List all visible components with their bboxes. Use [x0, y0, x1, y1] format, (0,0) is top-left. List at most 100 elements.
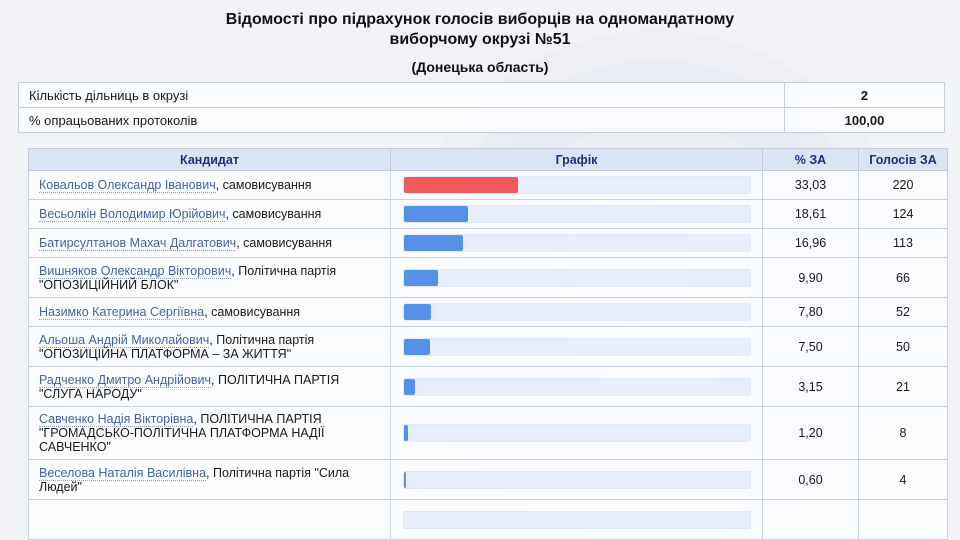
- table-row: Веселова Наталія Василівна, Політична па…: [28, 459, 948, 500]
- percent-value: 16,96: [762, 228, 859, 258]
- table-row-partial: [28, 499, 948, 540]
- summary-label: Кількість дільниць в окрузі: [18, 82, 785, 108]
- percent-value: 9,90: [762, 257, 859, 298]
- page-subtitle: (Донецька область): [411, 59, 549, 75]
- vote-bar-track: [403, 176, 751, 194]
- table-row: Радченко Дмитро Андрійович, ПОЛІТИЧНА ПА…: [28, 366, 948, 407]
- candidate-affiliation: , Політична партія "ОПОЗИЦІЙНА ПЛАТФОРМА…: [39, 332, 315, 361]
- candidate-affiliation: , Політична партія "Сила Людей": [39, 465, 350, 494]
- vote-bar-track: [403, 205, 751, 223]
- candidate-link[interactable]: Назимко Катерина Сергіївна: [39, 305, 205, 320]
- table-row: Назимко Катерина Сергіївна, самовисуванн…: [28, 297, 948, 327]
- votes-value: 50: [858, 326, 948, 367]
- candidate-link[interactable]: Батирсултанов Махач Далгатович: [39, 236, 237, 251]
- votes-value: 124: [858, 199, 948, 229]
- candidate-link[interactable]: Весьолкін Володимир Юрійович: [39, 207, 226, 222]
- votes-value: 8: [858, 406, 948, 460]
- votes-value: 220: [858, 170, 948, 200]
- candidate-link[interactable]: Веселова Наталія Василівна: [39, 465, 207, 481]
- candidate-affiliation: , ПОЛІТИЧНА ПАРТІЯ "ГРОМАДСЬКО-ПОЛІТИЧНА…: [39, 412, 325, 454]
- candidate-affiliation: , ПОЛІТИЧНА ПАРТІЯ "СЛУГА НАРОДУ": [39, 372, 340, 401]
- header-graph: Графік: [390, 148, 763, 171]
- table-row: Вишняков Олександр Вікторович, Політична…: [28, 257, 948, 298]
- header-percent: % ЗА: [762, 148, 859, 171]
- summary-value: 2: [784, 82, 945, 108]
- table-row: Весьолкін Володимир Юрійович, самовисува…: [28, 199, 948, 229]
- percent-value: [762, 499, 859, 540]
- candidate-link[interactable]: Вишняков Олександр Вікторович: [39, 263, 232, 279]
- percent-value: 3,15: [762, 366, 859, 407]
- page-title-line1: Відомості про підрахунок голосів виборці…: [225, 11, 735, 28]
- percent-value: 7,80: [762, 297, 859, 327]
- candidate-affiliation: , самовисування: [204, 305, 301, 319]
- results-table: Кандидат Графік % ЗА Голосів ЗА Ковальов…: [28, 148, 948, 540]
- vote-bar-track: [403, 510, 751, 529]
- vote-bar: [404, 338, 430, 355]
- votes-value: 21: [858, 366, 948, 407]
- graph-cell: [390, 406, 763, 460]
- candidate-cell: Назимко Катерина Сергіївна, самовисуванн…: [28, 297, 391, 327]
- summary-table: Кількість дільниць в окрузі 2 % опрацьов…: [18, 82, 945, 133]
- vote-bar-track: [403, 234, 751, 252]
- percent-value: 1,20: [762, 406, 859, 460]
- candidate-cell: Батирсултанов Махач Далгатович, самовису…: [28, 228, 391, 258]
- percent-value: 0,60: [762, 459, 859, 500]
- candidate-affiliation: , самовисування: [236, 236, 333, 250]
- header-candidate: Кандидат: [28, 148, 391, 171]
- candidate-cell: Веселова Наталія Василівна, Політична па…: [28, 459, 391, 500]
- graph-cell: [390, 257, 763, 298]
- vote-bar: [404, 425, 409, 441]
- vote-bar-track: [403, 337, 751, 356]
- vote-bar-track: [403, 303, 751, 321]
- candidate-link[interactable]: Ковальов Олександр Іванович: [39, 178, 216, 193]
- table-row: Савченко Надія Вікторівна, ПОЛІТИЧНА ПАР…: [28, 406, 948, 460]
- vote-bar: [404, 177, 519, 193]
- vote-bar-track: [403, 470, 751, 489]
- graph-cell: [390, 366, 763, 407]
- graph-cell: [390, 459, 763, 500]
- votes-value: 52: [858, 297, 948, 327]
- graph-cell: [390, 499, 763, 540]
- candidate-cell: Савченко Надія Вікторівна, ПОЛІТИЧНА ПАР…: [28, 406, 391, 460]
- votes-value: 113: [858, 228, 948, 258]
- table-row: Альоша Андрій Миколайович, Політична пар…: [28, 326, 948, 367]
- table-row: Ковальов Олександр Іванович, самовисуван…: [28, 170, 948, 200]
- candidate-cell: Весьолкін Володимир Юрійович, самовисува…: [28, 199, 391, 229]
- percent-value: 7,50: [762, 326, 859, 367]
- candidate-link[interactable]: Савченко Надія Вікторівна: [39, 412, 194, 427]
- summary-label: % опрацьованих протоколів: [18, 107, 785, 133]
- vote-bar: [404, 304, 431, 320]
- votes-value: [858, 499, 948, 540]
- candidate-affiliation: , самовисування: [215, 178, 312, 192]
- votes-value: 66: [858, 257, 948, 298]
- vote-bar: [404, 206, 469, 222]
- percent-value: 33,03: [762, 170, 859, 200]
- candidate-cell: Ковальов Олександр Іванович, самовисуван…: [28, 170, 391, 200]
- vote-bar-track: [403, 268, 751, 287]
- candidate-cell: Радченко Дмитро Андрійович, ПОЛІТИЧНА ПА…: [28, 366, 391, 407]
- results-header-row: Кандидат Графік % ЗА Голосів ЗА: [28, 148, 948, 171]
- summary-value: 100,00: [784, 107, 945, 133]
- graph-cell: [390, 297, 763, 327]
- candidate-link[interactable]: Радченко Дмитро Андрійович: [39, 372, 212, 388]
- summary-row-protocols: % опрацьованих протоколів 100,00: [18, 107, 945, 133]
- votes-value: 4: [858, 459, 948, 500]
- candidate-cell: Вишняков Олександр Вікторович, Політична…: [28, 257, 391, 298]
- vote-bar: [404, 269, 439, 286]
- vote-bar: [404, 471, 407, 488]
- candidate-affiliation: , Політична партія "ОПОЗИЦІЙНИЙ БЛОК": [39, 263, 337, 292]
- candidate-affiliation: , самовисування: [225, 207, 322, 221]
- vote-bar: [404, 235, 463, 251]
- percent-value: 18,61: [762, 199, 859, 229]
- vote-bar: [404, 378, 415, 395]
- summary-row-precincts: Кількість дільниць в окрузі 2: [18, 82, 945, 108]
- header-votes: Голосів ЗА: [858, 148, 948, 171]
- graph-cell: [390, 199, 763, 229]
- candidate-cell: Альоша Андрій Миколайович, Політична пар…: [28, 326, 391, 367]
- vote-bar-track: [403, 424, 751, 442]
- page-title-line2: виборчому окрузі №51: [389, 31, 571, 48]
- candidate-link[interactable]: Альоша Андрій Миколайович: [39, 332, 210, 348]
- vote-bar-track: [403, 377, 751, 396]
- page-title: Відомості про підрахунок голосів виборці…: [0, 0, 960, 50]
- graph-cell: [390, 326, 763, 367]
